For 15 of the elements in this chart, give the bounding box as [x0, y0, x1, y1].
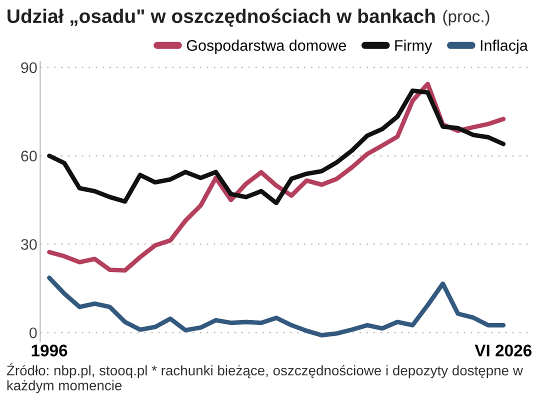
- chart-title: Udział „osadu" w oszczędnościach w bankach: [8, 8, 435, 27]
- x-tick-label: VI 2026: [474, 344, 532, 356]
- legend-label: Gospodarstwa domowe: [186, 40, 346, 54]
- line-series: [47, 88, 506, 206]
- y-tick-label: 60: [21, 150, 37, 162]
- y-tick-label: 90: [21, 62, 37, 74]
- y-tick-label: 30: [21, 239, 37, 250]
- line-series: [47, 276, 506, 338]
- y-tick-label: 0: [30, 327, 37, 338]
- legend-label: Firmy: [395, 40, 432, 54]
- line-series: [47, 82, 506, 273]
- chart-subtitle: (proc.): [443, 10, 490, 26]
- text: Źródło: nbp.pl, stooq.pl * rachunki bieżące, oszczędnościowe i depozyty dostępne w każdym momencie: [6, 363, 523, 394]
- legend-label: Inflacja: [480, 40, 528, 54]
- x-tick-label: 1996: [32, 344, 68, 356]
